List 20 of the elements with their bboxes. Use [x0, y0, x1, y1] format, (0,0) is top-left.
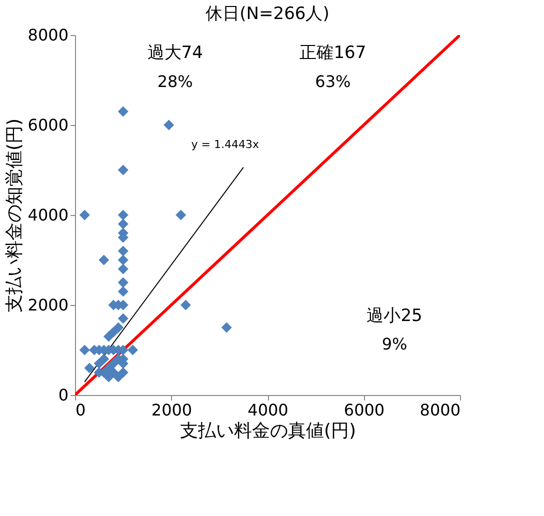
- annotation: 63%: [315, 72, 351, 91]
- x-tick-label: 6000: [344, 400, 385, 420]
- annotation: 過小25: [366, 306, 422, 326]
- chart-title: 休日(N=266人): [206, 4, 330, 24]
- y-tick-label: 0: [58, 386, 68, 404]
- y-tick-label: 6000: [28, 116, 68, 134]
- annotation: 28%: [157, 72, 193, 91]
- x-axis-title: 支払い料金の真値(円): [180, 420, 356, 442]
- x-tick-label: 4000: [248, 400, 288, 420]
- y-axis-title: 支払い料金の知覚値(円): [4, 118, 25, 313]
- annotation: y = 1.4443x: [191, 138, 260, 151]
- annotation: 正確167: [300, 43, 366, 63]
- x-tick-label: 0: [76, 400, 86, 420]
- x-tick-label: 8000: [420, 400, 460, 420]
- y-tick-label: 4000: [28, 206, 68, 224]
- y-tick-label: 2000: [28, 296, 68, 314]
- y-tick-label: 8000: [28, 26, 68, 44]
- annotation: 過大74: [147, 43, 203, 63]
- annotation: 9%: [382, 334, 408, 354]
- x-tick-label: 2000: [151, 400, 192, 420]
